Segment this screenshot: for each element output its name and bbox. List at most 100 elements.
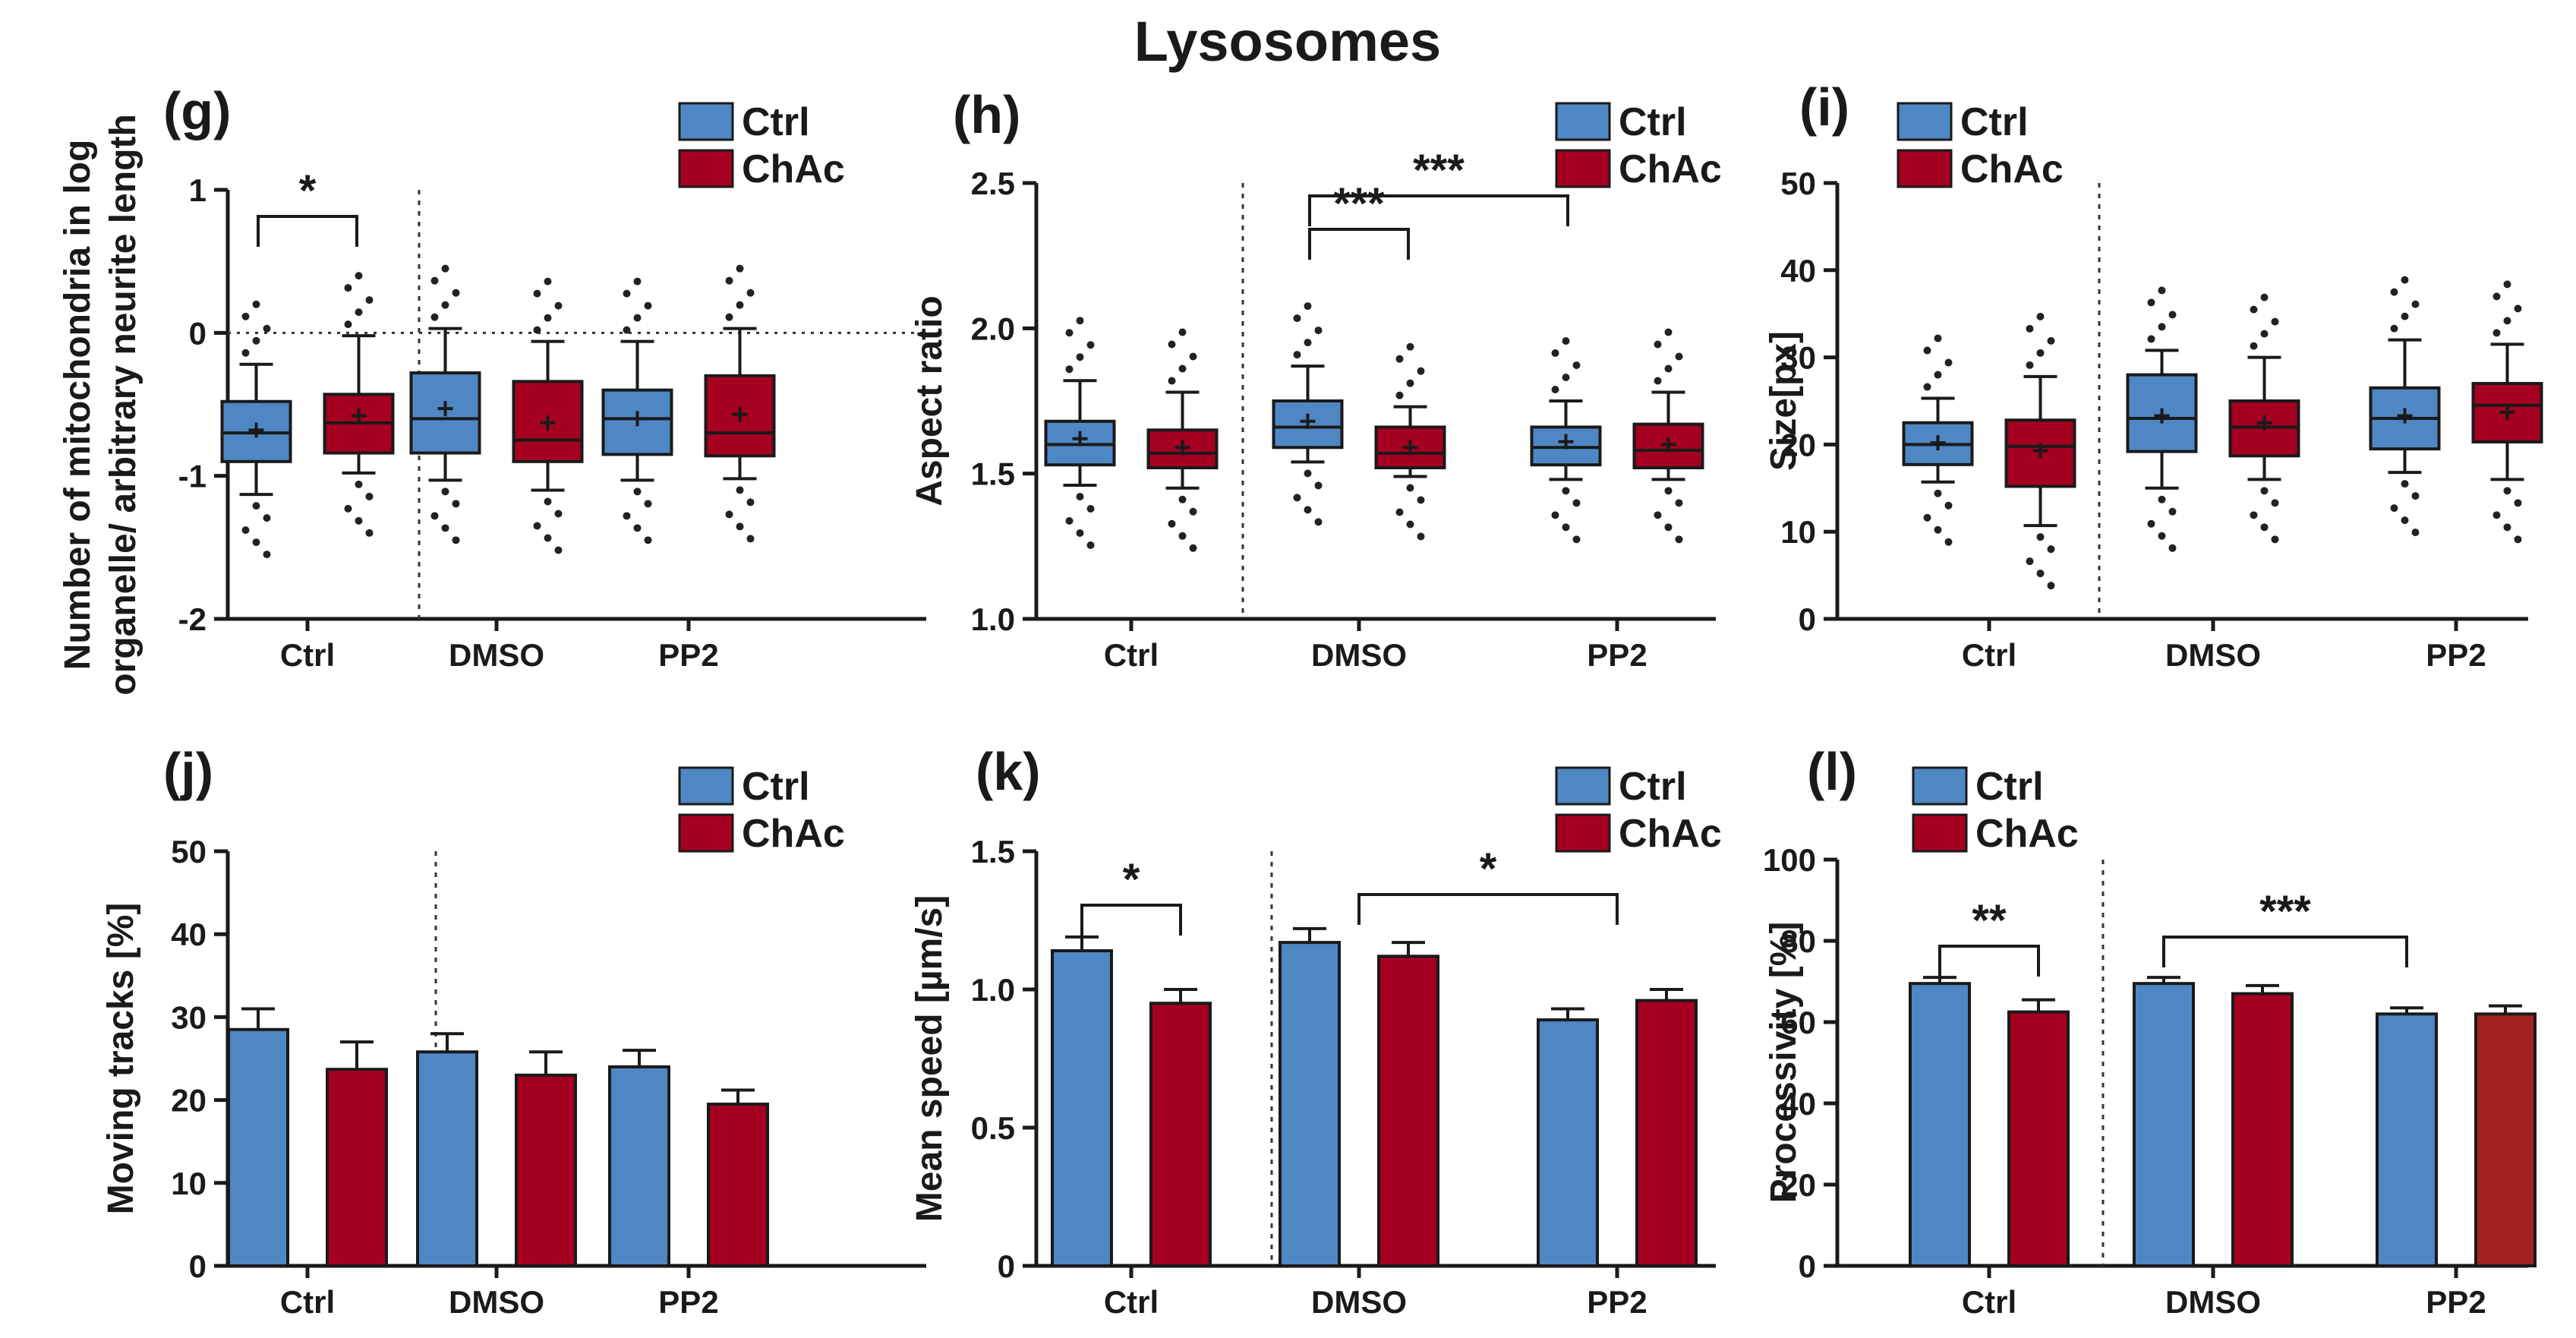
legend-label: Ctrl [1619,100,1687,144]
y-tick-label: 50 [1780,166,1816,201]
significance-label: *** [1413,146,1465,195]
outlier-point [554,301,563,310]
outlier-point [2147,519,2155,528]
outlier-point [2036,533,2045,541]
outlier-point [1395,355,1404,363]
significance-label: * [299,166,317,216]
significance-bracket [257,215,358,247]
y-tick-label: 1.5 [971,834,1015,869]
y-tick-label: 0 [189,315,207,351]
legend-label: Ctrl [1960,100,2029,144]
outlier-point [554,546,563,554]
bar-chac [1377,955,1439,1267]
panel-label: (g) [163,81,231,140]
y-tick-label: 30 [1780,340,1816,376]
outlier-point [355,480,363,488]
outlier-point [1086,541,1095,549]
outlier-point [2158,323,2166,331]
outlier-point [1664,328,1673,336]
outlier-point [1076,529,1084,537]
y-tick-label: 60 [1780,1005,1816,1040]
y-tick-label: 40 [1780,253,1816,289]
y-axis-label: organelle/ arbitrary neurite length [103,114,143,696]
outlier-point [2401,480,2409,488]
x-tick-label: PP2 [2426,637,2486,673]
panel-label: (h) [953,85,1020,144]
outlier-point [2503,523,2511,532]
outlier-point [736,522,744,531]
outlier-point [1178,532,1187,540]
y-tick-label: 1.0 [971,972,1015,1008]
outlier-point [736,486,744,494]
outlier-point [344,504,352,513]
bar-ctrl [1279,941,1341,1267]
outlier-point [1065,516,1074,525]
x-tick-label: PP2 [1587,1284,1647,1320]
outlier-point [1178,328,1187,336]
x-tick-label: DMSO [449,637,544,673]
outlier-point [1178,364,1187,373]
outlier-point [746,289,755,297]
outlier-point [355,308,363,317]
outlier-point [2168,544,2177,552]
outlier-point [1304,506,1312,514]
bar-chac [1149,1002,1212,1267]
outlier-point [2026,557,2034,566]
y-tick-label: 1 [189,172,207,208]
bar-chac [326,1068,388,1268]
x-tick-label: DMSO [1311,1284,1407,1320]
y-axis-label: Aspect ratio [910,295,950,506]
y-tick-label: 50 [171,834,207,869]
legend-swatch [678,766,734,806]
outlier-point [2147,335,2155,343]
outlier-point [2492,329,2501,337]
outlier-point [2401,516,2409,525]
x-tick-label: PP2 [2426,1284,2486,1320]
outlier-point [1086,341,1095,349]
outlier-point [1923,513,1931,522]
outlier-point [2390,504,2398,513]
outlier-point [1406,342,1414,351]
outlier-point [2158,495,2166,503]
outlier-point [1293,314,1301,323]
y-tick-label: 1.0 [971,601,1015,637]
x-tick-label: PP2 [658,637,718,673]
outlier-point [1654,511,1662,519]
outlier-point [1572,499,1581,507]
y-axis-label: Size[px] [1764,331,1804,471]
outlier-point [1293,351,1301,359]
box-chac [704,374,776,458]
outlier-point [2411,529,2420,537]
outlier-point [1076,353,1084,361]
significance-label: *** [2259,887,2311,936]
outlier-point [1664,487,1673,495]
outlier-point [2250,342,2258,350]
x-tick-label: DMSO [449,1284,544,1320]
outlier-point [1406,484,1414,492]
y-tick-label: 0 [189,1248,207,1284]
outlier-point [2168,507,2177,516]
panel-label: (l) [1807,742,1857,801]
outlier-point [1168,340,1176,349]
outlier-point [1923,346,1931,355]
outlier-point [1934,371,1942,379]
legend-label: ChAc [1619,147,1722,191]
outlier-point [1189,507,1197,516]
y-tick-label: 2.5 [971,166,1015,201]
outlier-point [533,289,541,298]
significance-bracket [2162,936,2408,967]
outlier-point [533,326,541,334]
outlier-point [2503,280,2511,289]
outlier-point [1406,520,1414,529]
outlier-point [633,488,642,496]
outlier-point [1551,386,1559,393]
legend-label: Ctrl [742,100,810,144]
legend-swatch [1555,813,1611,853]
y-tick-label: 30 [171,999,207,1035]
outlier-point [1664,523,1673,532]
outlier-point [1189,352,1197,361]
outlier-point [252,538,260,547]
outlier-point [2260,487,2269,495]
